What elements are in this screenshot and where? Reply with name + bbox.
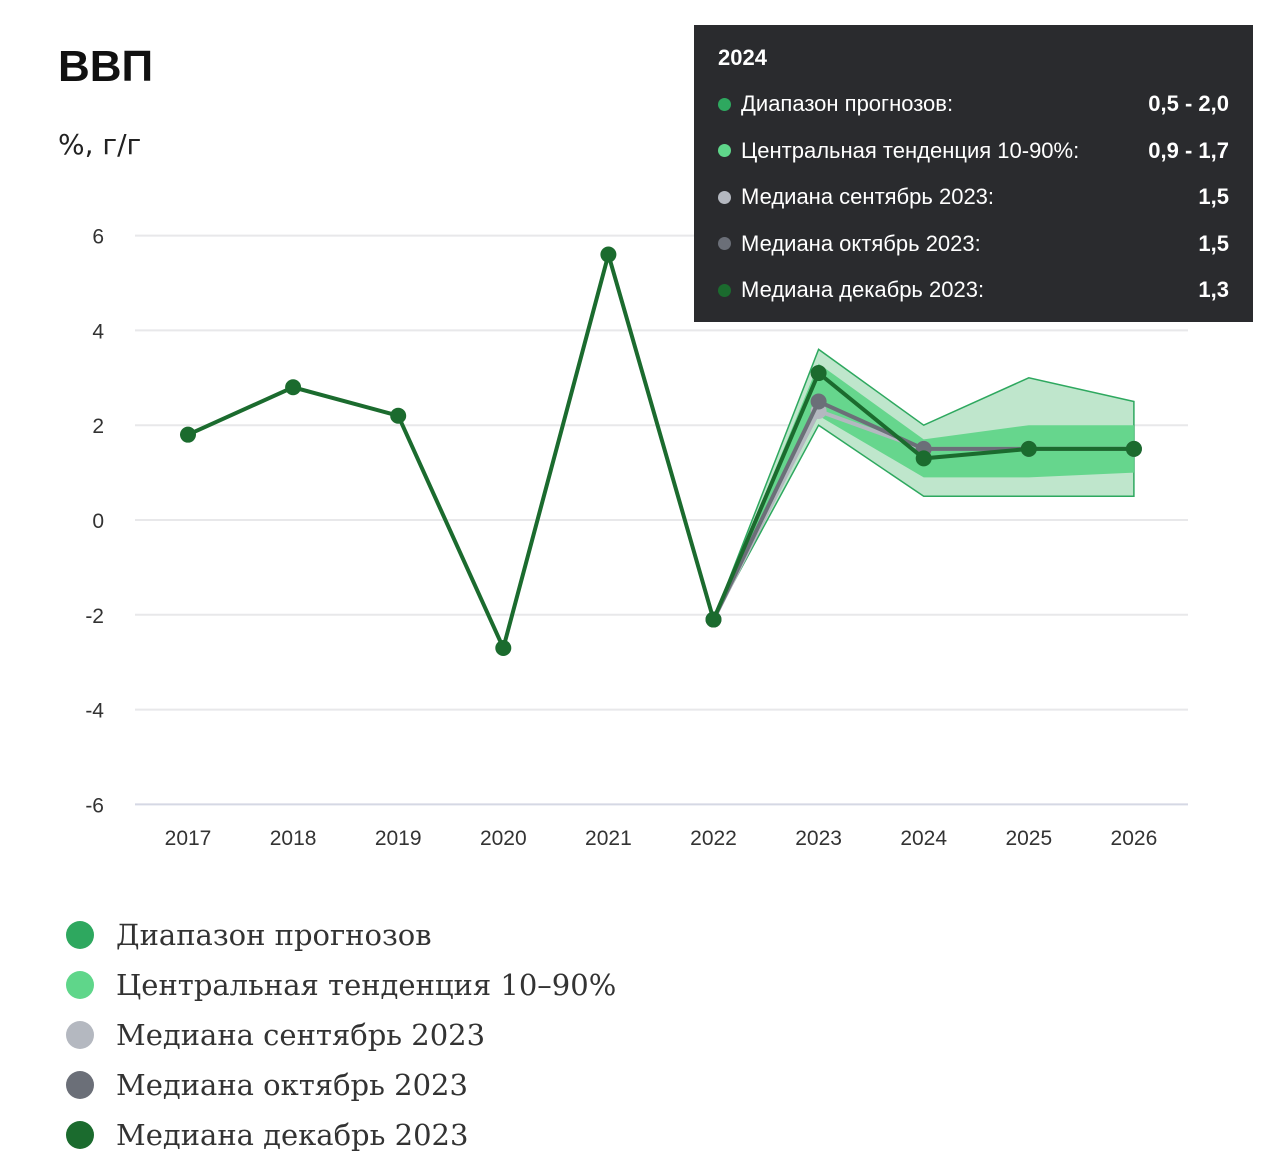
data-point[interactable]	[285, 379, 302, 396]
data-point[interactable]	[810, 365, 827, 382]
page-title: ВВП	[58, 42, 154, 91]
series-dot-icon	[718, 97, 731, 111]
legend: Диапазон прогнозов Центральная тенденция…	[66, 910, 616, 1160]
legend-dot-icon	[66, 921, 94, 949]
legend-item[interactable]: Медиана октябрь 2023	[66, 1060, 616, 1110]
x-tick-label: 2020	[480, 827, 527, 850]
tooltip-row: Медиана октябрь 2023: 1,5	[718, 221, 1229, 268]
series-dot-icon	[718, 190, 731, 204]
y-tick-label: 0	[92, 510, 104, 533]
data-point[interactable]	[495, 639, 512, 656]
y-tick-label: -6	[85, 794, 104, 817]
tooltip-label: Медиана декабрь 2023:	[741, 277, 985, 303]
legend-label: Центральная тенденция 10–90%	[116, 968, 617, 1002]
series-dot-icon	[718, 283, 731, 297]
legend-label: Медиана декабрь 2023	[116, 1118, 469, 1152]
x-tick-label: 2021	[585, 827, 632, 850]
series-dot-icon	[718, 237, 731, 251]
y-tick-label: 4	[92, 320, 104, 343]
central-tendency-band	[713, 363, 1134, 620]
series-line	[187, 247, 1134, 654]
legend-dot-icon	[66, 971, 94, 999]
legend-item[interactable]: Медиана декабрь 2023	[66, 1110, 616, 1160]
y-tick-label: 6	[92, 226, 104, 249]
x-tick-label: 2017	[165, 827, 212, 850]
x-tick-label: 2018	[270, 827, 317, 850]
x-tick-label: 2026	[1111, 827, 1158, 850]
data-point[interactable]	[1125, 440, 1142, 457]
data-point[interactable]	[915, 450, 932, 467]
data-point[interactable]	[705, 611, 722, 628]
legend-item[interactable]: Центральная тенденция 10–90%	[66, 960, 616, 1010]
tooltip-value: 0,9 - 1,7	[1148, 137, 1229, 163]
tooltip-value: 0,5 - 2,0	[1148, 91, 1229, 117]
tooltip-row: Диапазон прогнозов: 0,5 - 2,0	[718, 81, 1229, 128]
legend-dot-icon	[66, 1121, 94, 1149]
x-tick-label: 2023	[795, 827, 842, 850]
y-tick-label: -2	[85, 605, 104, 628]
legend-dot-icon	[66, 1021, 94, 1049]
legend-label: Медиана сентябрь 2023	[116, 1018, 486, 1052]
data-point[interactable]	[810, 393, 827, 410]
x-tick-label: 2022	[690, 827, 737, 850]
tooltip-row: Медиана декабрь 2023: 1,3	[718, 267, 1229, 314]
unit-label: %, г/г	[58, 128, 142, 161]
y-tick-label: -4	[85, 700, 104, 723]
series-dot-icon	[718, 144, 731, 158]
y-tick-label: 2	[92, 415, 104, 438]
legend-label: Медиана октябрь 2023	[116, 1068, 468, 1102]
tooltip: 2024 Диапазон прогнозов: 0,5 - 2,0 Центр…	[694, 25, 1253, 322]
gdp-chart: 6 4 2 0 -2 -4 -6 2017 2018 2019 2020 2021 2022 2023 20…	[85, 226, 1188, 850]
x-tick-label: 2019	[375, 827, 422, 850]
tooltip-value: 1,5	[1198, 230, 1229, 256]
data-point[interactable]	[1020, 440, 1037, 457]
tooltip-label: Диапазон прогнозов:	[741, 91, 954, 117]
legend-item[interactable]: Диапазон прогнозов	[66, 910, 616, 960]
legend-item[interactable]: Медиана сентябрь 2023	[66, 1010, 616, 1060]
data-point[interactable]	[600, 246, 617, 263]
tooltip-label: Медиана октябрь 2023:	[741, 230, 981, 256]
tooltip-label: Медиана сентябрь 2023:	[741, 184, 995, 210]
tooltip-value: 1,3	[1198, 277, 1229, 303]
tooltip-title: 2024	[718, 45, 767, 70]
tooltip-row: Центральная тенденция 10-90%: 0,9 - 1,7	[718, 128, 1229, 175]
tooltip-label: Центральная тенденция 10-90%:	[741, 137, 1080, 163]
x-tick-label: 2025	[1005, 827, 1052, 850]
data-point[interactable]	[390, 407, 407, 424]
tooltip-row: Медиана сентябрь 2023: 1,5	[718, 174, 1229, 221]
tooltip-value: 1,5	[1198, 184, 1229, 210]
x-tick-label: 2024	[900, 827, 947, 850]
legend-label: Диапазон прогнозов	[116, 918, 432, 952]
data-point[interactable]	[180, 426, 196, 443]
legend-dot-icon	[66, 1071, 94, 1099]
